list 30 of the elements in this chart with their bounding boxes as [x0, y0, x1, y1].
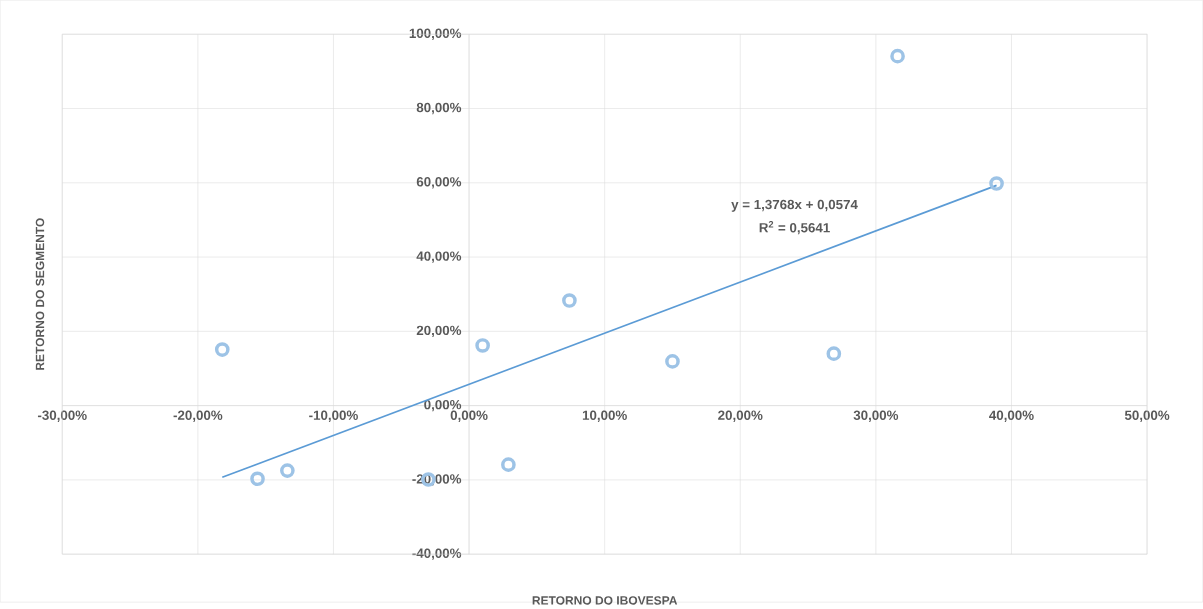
- point: [562, 293, 577, 308]
- annotation: y = 1,3768x + 0,0574: [731, 199, 858, 212]
- point: [826, 346, 842, 361]
- y-tick-label: 80,00%: [416, 102, 462, 115]
- x-axis-title: RETORNO DO IBOVESPA: [532, 596, 678, 605]
- x-tick-label: 50,00%: [1124, 410, 1170, 422]
- y-tick-label: 0,00%: [424, 399, 462, 412]
- y-tick-label: 100,00%: [409, 28, 462, 40]
- annotation: R$^{2}$ = 0,5641: [759, 220, 830, 235]
- x-tick-label: 10,00%: [582, 410, 627, 422]
- y-tick-label: -40,00%: [412, 548, 462, 560]
- x-tick-label: 20,00%: [718, 410, 763, 422]
- y-tick-label: 20,00%: [416, 325, 462, 337]
- point: [475, 338, 490, 353]
- x-tick-label: 40,00%: [989, 410, 1034, 422]
- x-tick-label: -30,00%: [37, 410, 87, 422]
- point: [501, 457, 516, 472]
- point: [890, 48, 905, 64]
- x-tick-label: -10,00%: [309, 410, 358, 422]
- x-tick-label: -20,00%: [173, 410, 223, 422]
- point: [280, 463, 295, 478]
- point: [250, 471, 265, 487]
- y-tick-label: 60,00%: [416, 177, 462, 189]
- x-tick-label: 30,00%: [853, 410, 899, 422]
- y-axis-title: RETORNO DO SEGMENTO: [35, 218, 45, 370]
- point: [665, 354, 680, 369]
- point: [214, 342, 230, 357]
- y-tick-label: 40,00%: [416, 251, 462, 263]
- x-tick-label: 0,00%: [450, 410, 488, 422]
- point: [989, 176, 1004, 191]
